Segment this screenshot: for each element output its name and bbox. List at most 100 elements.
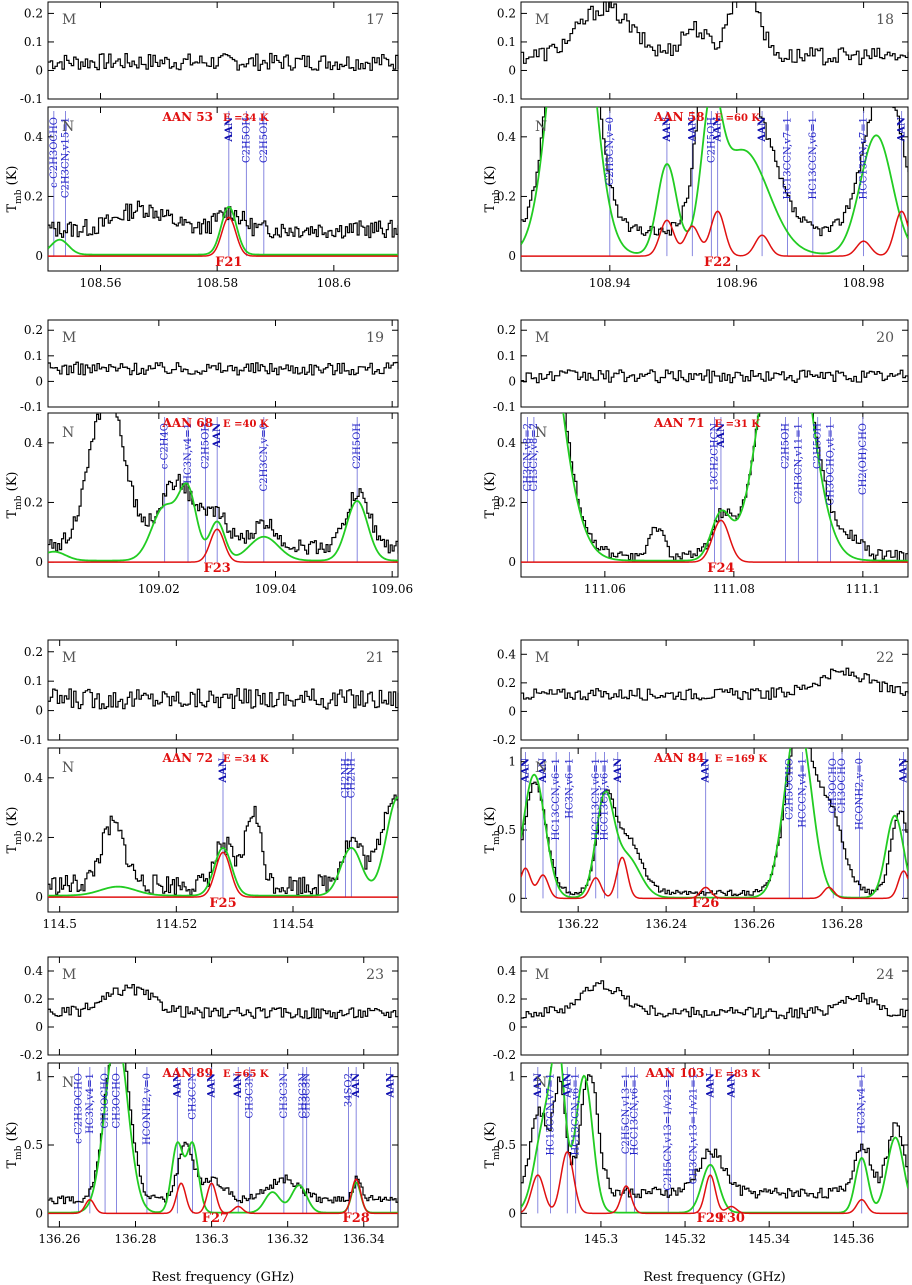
ytick-label: 0 (508, 249, 516, 263)
ytick-label: 0.2 (497, 992, 516, 1006)
transition-title: AAN 84 (653, 751, 704, 765)
line-id-text: C2H5OH (259, 117, 270, 163)
panel-21: -0.1 0 0.1 0.2 M 21 0 0.2 0.4 114.5 114.52 114.54 AA… (20, 639, 399, 931)
panel-number: 22 (876, 650, 894, 666)
source-label-n: N (62, 760, 74, 776)
ylabel-right-2: Tmb (K) (483, 807, 502, 854)
line-id-label: C2H3CN,v=0 (259, 423, 270, 491)
top-frame (47, 956, 399, 1056)
xtick-label: 145.34 (748, 1232, 790, 1246)
line-id-text: HC13CCN,v7=1 (782, 117, 793, 199)
ylabel-text: Tmb (K) (5, 807, 24, 854)
xtick-label: 108.58 (196, 276, 238, 290)
ytick-label: 0.4 (497, 647, 516, 661)
ylabel-1: Tmb (K) (5, 472, 24, 519)
line-id-text: AAN (224, 117, 235, 143)
xtick-label: 136.26 (38, 1232, 80, 1246)
line-id-text: C2H5CN,v=0 (605, 117, 616, 185)
upper-energy: E =83 K (715, 1069, 761, 1080)
line-id-text: AAN (662, 117, 673, 143)
source-label-n: N (62, 425, 74, 441)
line-id-text: C2H5CN,v13=1/v21=1 (663, 1073, 674, 1191)
line-id-label: C2H5OH (241, 117, 252, 163)
line-id-text: HC3N,v6=1 (564, 758, 575, 819)
xtick-label: 108.56 (80, 276, 122, 290)
line-id-text: CH3OCHO (837, 758, 848, 814)
ytick-label: 0.5 (24, 1138, 43, 1152)
ylabel-text: Tmb (K) (5, 1122, 24, 1169)
model-total (48, 796, 398, 897)
feature-label: F21 (215, 255, 242, 270)
bottom-frame (47, 747, 399, 913)
line-id-text: CH3OCHO (111, 1073, 122, 1129)
ytick-label: 0.2 (24, 6, 43, 20)
transition-title: AAN 89 (162, 1066, 213, 1080)
line-id-label: CH3C3N (279, 1073, 290, 1119)
ytick-label: 1 (35, 1070, 43, 1084)
feature-label: F27 (202, 1211, 229, 1226)
line-id-label: AAN (613, 758, 624, 784)
line-id-text: 34SO2 (344, 1073, 355, 1107)
source-label: M (535, 12, 549, 28)
line-id-text: CH3C3N (298, 1073, 309, 1119)
top-spectrum (48, 361, 399, 376)
upper-energy: E =65 K (223, 1069, 269, 1080)
source-label: M (535, 650, 549, 666)
line-id-text: HCC13CN,v7=1 (859, 117, 870, 199)
panel-number: 20 (876, 330, 894, 346)
ytick-label: 0.2 (497, 6, 516, 20)
xtick-label: 108.6 (317, 276, 351, 290)
line-id-label: HCC13CN,v6=1 (630, 1073, 641, 1155)
source-label-n: N (535, 760, 547, 776)
xtick-label: 145.36 (832, 1232, 874, 1246)
source-label-n: N (62, 1075, 74, 1091)
ylabel-right-1: Tmb (K) (483, 472, 502, 519)
line-id-text: c-C2H3OCHO (49, 117, 60, 188)
line-id-label: c-C2H4O (160, 423, 171, 469)
top-spectrum (521, 980, 909, 1020)
xtick-label: 114.54 (272, 917, 314, 931)
line-id-text: CH2NH (341, 758, 352, 798)
xtick-label: 136.22 (557, 917, 599, 931)
top-spectrum (48, 984, 399, 1020)
ytick-label: 0.2 (24, 645, 43, 659)
ytick-label: -0.1 (493, 400, 516, 414)
ytick-label: 0 (508, 1020, 516, 1034)
line-id-text: HC13CCN,v6=1 (571, 1073, 582, 1155)
line-id-label: C2H3CN,v15=1 (61, 117, 72, 198)
transition-title: AAN 53 (162, 110, 213, 124)
feature-label: F30 (718, 1211, 745, 1226)
ytick-label: 0.2 (497, 323, 516, 337)
transition-title: AAN 72 (162, 751, 213, 765)
line-id-label: C2H3CN,v11=1 (793, 423, 804, 504)
ytick-label: 0 (508, 63, 516, 77)
ylabel-2: Tmb (K) (5, 807, 24, 854)
bottom-frame (47, 106, 399, 272)
xtick-label: 109.04 (255, 582, 297, 596)
line-id-text: AAN (613, 758, 624, 784)
ytick-label: 0.5 (497, 1138, 516, 1152)
xtick-label: 145.32 (664, 1232, 706, 1246)
line-id-text: CH3CN,v13=1/v21=1 (688, 1073, 699, 1184)
line-id-label: AAN (897, 117, 908, 143)
ytick-label: 0.2 (497, 495, 516, 509)
ytick-label: -0.2 (20, 1048, 43, 1062)
source-label: M (62, 12, 76, 28)
line-id-text: CH3OCHO,vt=1 (826, 423, 837, 506)
bottom-plot-area: c-C2H4O HC3N,v4=1 C2H5OH AAN C2H3CN,v=0 C2H5O… (48, 413, 398, 563)
line-id-text: HCCCN,v4=1 (797, 758, 808, 828)
line-id-label: AAN (687, 117, 698, 143)
line-id-label: C2H5CN,v13=1/v21=1 (663, 1073, 674, 1191)
line-id-label: AAN (351, 1073, 362, 1099)
ytick-label: -0.1 (493, 92, 516, 106)
transition-title: AAN 103 (645, 1066, 705, 1080)
panel-number: 18 (876, 12, 894, 28)
panel-number: 24 (876, 967, 894, 983)
xlabel: Rest frequency (GHz) (643, 1270, 785, 1285)
bottom-plot-area: c-C2H3OCHO HC3N,v4=1 CH3OCHO CH3OCHO HCONH2,… (48, 1063, 398, 1215)
line-id-text: AAN (520, 758, 531, 784)
line-id-label: AAN (538, 758, 549, 784)
line-id-text: CH2(OH)CHO (858, 423, 869, 495)
line-id-label: AAN (899, 758, 908, 784)
